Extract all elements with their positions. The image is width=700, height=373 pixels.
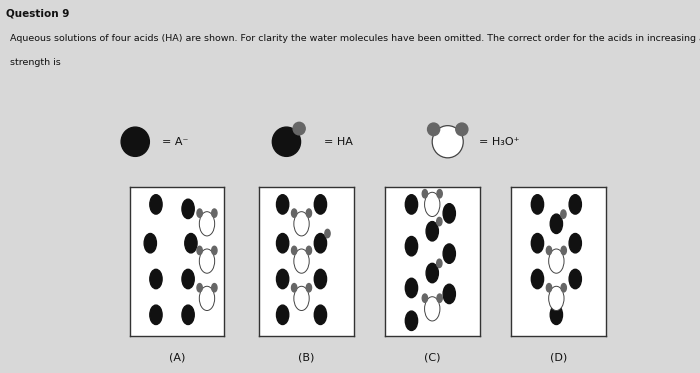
Circle shape (314, 195, 327, 214)
Circle shape (307, 209, 312, 217)
Text: = HA: = HA (324, 137, 353, 147)
Circle shape (211, 209, 217, 217)
Circle shape (569, 233, 582, 253)
Circle shape (272, 127, 300, 156)
Text: = H₃O⁺: = H₃O⁺ (480, 137, 520, 147)
Circle shape (294, 212, 309, 236)
Circle shape (569, 269, 582, 289)
Circle shape (549, 286, 564, 310)
Circle shape (276, 305, 289, 325)
Circle shape (546, 283, 552, 292)
Circle shape (561, 246, 566, 255)
Circle shape (405, 311, 418, 330)
Circle shape (425, 192, 440, 216)
Circle shape (291, 246, 297, 255)
Circle shape (294, 249, 309, 273)
Circle shape (150, 195, 162, 214)
Circle shape (561, 283, 566, 292)
Circle shape (293, 122, 305, 135)
Circle shape (307, 283, 312, 292)
Circle shape (569, 195, 582, 214)
Circle shape (314, 305, 327, 325)
Text: Aqueous solutions of four acids (HA) are shown. For clarity the water molecules : Aqueous solutions of four acids (HA) are… (10, 34, 700, 43)
Circle shape (182, 199, 194, 219)
Circle shape (405, 278, 418, 298)
Circle shape (405, 236, 418, 256)
Circle shape (182, 269, 194, 289)
Circle shape (549, 249, 564, 273)
Circle shape (314, 233, 327, 253)
Circle shape (432, 126, 463, 158)
Circle shape (150, 305, 162, 325)
Circle shape (182, 305, 194, 325)
Circle shape (437, 189, 442, 198)
Circle shape (276, 233, 289, 253)
Text: (D): (D) (550, 352, 567, 363)
Circle shape (314, 269, 327, 289)
Circle shape (426, 222, 438, 241)
Circle shape (307, 246, 312, 255)
Circle shape (531, 233, 544, 253)
Circle shape (531, 269, 544, 289)
Circle shape (291, 209, 297, 217)
Circle shape (550, 214, 563, 233)
Text: Question 9: Question 9 (6, 9, 69, 19)
Circle shape (276, 269, 289, 289)
Circle shape (144, 233, 156, 253)
Circle shape (197, 283, 202, 292)
Circle shape (291, 283, 297, 292)
Circle shape (197, 246, 202, 255)
Text: (C): (C) (424, 352, 440, 363)
Circle shape (443, 284, 456, 304)
Circle shape (443, 244, 456, 263)
Text: (B): (B) (298, 352, 314, 363)
Circle shape (437, 294, 442, 303)
Text: (A): (A) (169, 352, 185, 363)
Circle shape (561, 210, 566, 218)
Circle shape (422, 294, 428, 303)
Circle shape (185, 233, 197, 253)
Circle shape (197, 209, 202, 217)
Circle shape (456, 123, 468, 135)
Circle shape (443, 204, 456, 223)
Circle shape (425, 297, 440, 321)
Text: strength is: strength is (10, 58, 61, 68)
Circle shape (121, 127, 149, 156)
Circle shape (294, 286, 309, 310)
Circle shape (405, 195, 418, 214)
Circle shape (199, 212, 215, 236)
Circle shape (150, 269, 162, 289)
Circle shape (437, 217, 442, 226)
Circle shape (531, 195, 544, 214)
Circle shape (276, 195, 289, 214)
Circle shape (426, 263, 438, 283)
Circle shape (199, 286, 215, 310)
Circle shape (550, 305, 563, 325)
Circle shape (199, 249, 215, 273)
Circle shape (211, 246, 217, 255)
Circle shape (422, 189, 428, 198)
Circle shape (546, 246, 552, 255)
Circle shape (437, 259, 442, 267)
Text: = A⁻: = A⁻ (162, 137, 188, 147)
Circle shape (428, 123, 440, 135)
Circle shape (211, 283, 217, 292)
Circle shape (325, 229, 330, 238)
